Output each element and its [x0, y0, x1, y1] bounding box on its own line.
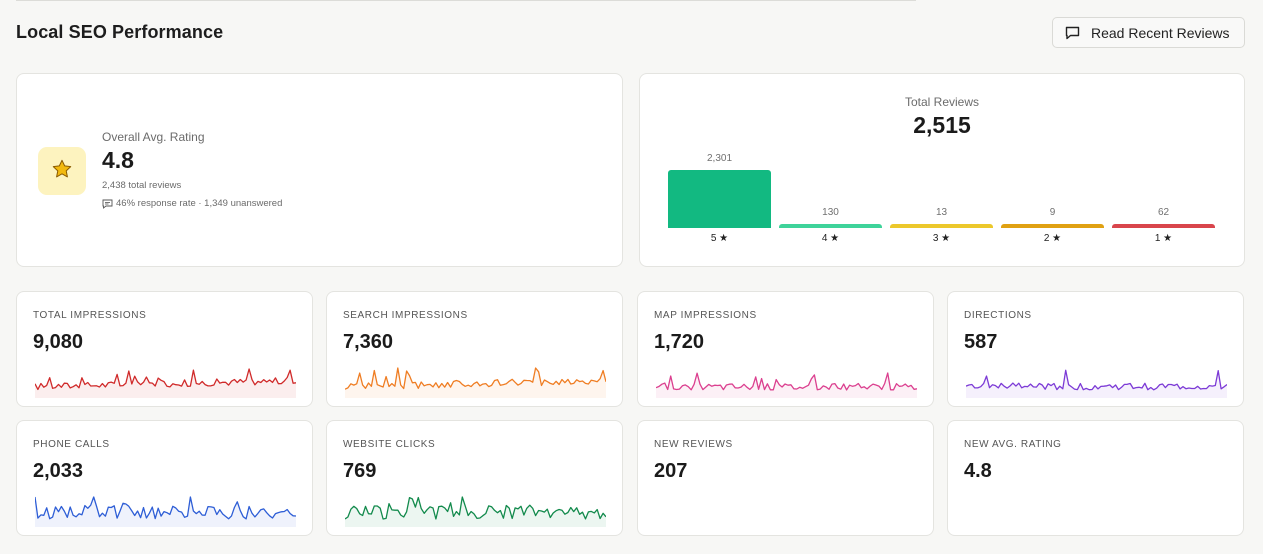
- metric-label: MAP IMPRESSIONS: [654, 310, 757, 321]
- bar-category-label: 2 ★: [1043, 233, 1062, 244]
- bar-4-star: [779, 224, 882, 228]
- bar-3-star: [890, 224, 993, 228]
- rating-response-rate: 46% response rate · 1,349 unanswered: [102, 198, 282, 209]
- total-reviews-label: Total Reviews: [904, 95, 980, 109]
- bar-1-star: [1112, 224, 1215, 228]
- metric-card-total-impressions[interactable]: TOTAL IMPRESSIONS 9,080: [16, 291, 313, 407]
- metric-value: 4.8: [964, 460, 992, 482]
- read-recent-reviews-button[interactable]: Read Recent Reviews: [1052, 17, 1245, 48]
- bar-group-3-star: 13 3 ★: [890, 74, 993, 268]
- sparkline-line: [966, 369, 1227, 391]
- sparkline-line: [35, 496, 296, 520]
- message-icon: [102, 199, 113, 209]
- metric-card-map-impressions[interactable]: MAP IMPRESSIONS 1,720: [637, 291, 934, 407]
- sparkline-line: [35, 368, 296, 391]
- bar-value-label: 130: [822, 207, 839, 218]
- metric-value: 9,080: [33, 331, 84, 353]
- chat-bubble-icon: [1064, 24, 1081, 41]
- bar-group-2-star: 9 2 ★: [1001, 74, 1104, 268]
- metric-card-directions[interactable]: DIRECTIONS 587: [947, 291, 1244, 407]
- metric-label: SEARCH IMPRESSIONS: [343, 310, 468, 321]
- sparkline-area: [35, 497, 296, 527]
- bar-5-star: [668, 170, 771, 228]
- metric-card-search-impressions[interactable]: SEARCH IMPRESSIONS 7,360: [326, 291, 623, 407]
- metric-value: 2,033: [33, 460, 84, 482]
- bar-group-5-star: 2,301 5 ★: [668, 74, 771, 268]
- bar-category-label: 1 ★: [1154, 233, 1173, 244]
- star-icon: [51, 158, 73, 185]
- bar-value-label: 2,301: [706, 153, 733, 164]
- rating-value: 4.8: [102, 147, 134, 173]
- overall-rating-card: Overall Avg. Rating 4.8 2,438 total revi…: [16, 73, 623, 267]
- rating-star-tile: [38, 147, 86, 195]
- sparkline-area: [35, 369, 296, 398]
- sparkline-area: [345, 497, 606, 527]
- rating-label: Overall Avg. Rating: [102, 130, 205, 144]
- top-divider: [16, 0, 916, 1]
- metric-value: 207: [654, 460, 688, 482]
- total-reviews-value: 2,515: [913, 112, 971, 138]
- metric-value: 769: [343, 460, 377, 482]
- rating-total-reviews: 2,438 total reviews: [102, 180, 182, 191]
- page-title: Local SEO Performance: [16, 22, 224, 42]
- bar-group-1-star: 62 1 ★: [1112, 74, 1215, 268]
- bar-category-label: 5 ★: [710, 233, 729, 244]
- sparkline-line: [345, 367, 606, 390]
- metric-label: PHONE CALLS: [33, 439, 110, 450]
- metric-label: TOTAL IMPRESSIONS: [33, 310, 147, 321]
- sparkline: [35, 368, 296, 398]
- metric-card-new-reviews[interactable]: NEW REVIEWS 207: [637, 420, 934, 536]
- sparkline-area: [966, 370, 1227, 398]
- bar-category-label: 4 ★: [821, 233, 840, 244]
- sparkline: [966, 369, 1227, 398]
- total-reviews-card: Total Reviews 2,515 2,301 5 ★ 130 4 ★ 13 3 ★ 9…: [639, 73, 1245, 267]
- metric-label: DIRECTIONS: [964, 310, 1032, 321]
- metric-card-new-avg-rating[interactable]: NEW AVG. RATING 4.8: [947, 420, 1244, 536]
- bar-category-label: 3 ★: [932, 233, 951, 244]
- sparkline-line: [345, 496, 606, 520]
- sparkline: [656, 372, 917, 398]
- sparkline: [345, 496, 606, 527]
- metric-value: 587: [964, 331, 998, 353]
- read-recent-reviews-label: Read Recent Reviews: [1091, 24, 1230, 41]
- metric-label: NEW AVG. RATING: [964, 439, 1062, 450]
- bar-value-label: 62: [1157, 207, 1170, 218]
- metric-card-phone-calls[interactable]: PHONE CALLS 2,033: [16, 420, 313, 536]
- metric-value: 7,360: [343, 331, 394, 353]
- metric-card-website-clicks[interactable]: WEBSITE CLICKS 769: [326, 420, 623, 536]
- sparkline-area: [656, 373, 917, 398]
- sparkline: [35, 496, 296, 527]
- sparkline: [345, 367, 606, 398]
- metric-label: NEW REVIEWS: [654, 439, 733, 450]
- bar-value-label: 9: [1049, 207, 1056, 218]
- bar-2-star: [1001, 224, 1104, 228]
- metric-label: WEBSITE CLICKS: [343, 439, 436, 450]
- rating-response-text: 46% response rate · 1,349 unanswered: [116, 198, 283, 209]
- bar-value-label: 13: [935, 207, 948, 218]
- metric-value: 1,720: [654, 331, 705, 353]
- sparkline-line: [656, 372, 917, 391]
- bar-group-4-star: 130 4 ★: [779, 74, 882, 268]
